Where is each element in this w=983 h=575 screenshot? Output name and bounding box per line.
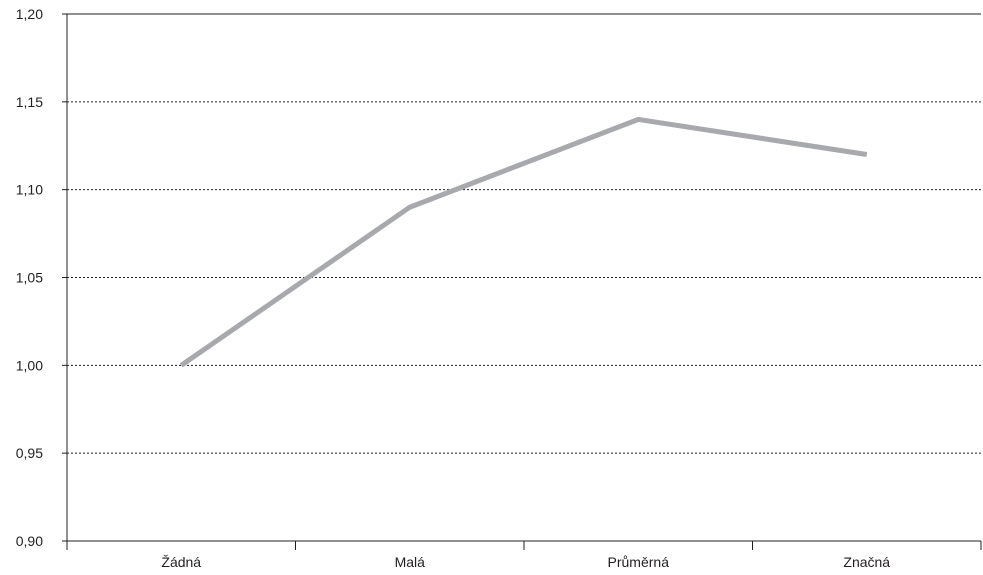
series-group — [179, 116, 868, 368]
y-tick-label: 0,95 — [16, 445, 43, 461]
y-tick-label: 1,15 — [16, 94, 43, 110]
y-tick-label: 1,00 — [16, 357, 43, 373]
x-tick-label: Žádná — [161, 554, 201, 570]
x-tick-label: Průměrná — [608, 554, 670, 570]
x-ticks: Žádná Malá Průměrná Značná — [66, 541, 982, 570]
y-tick-label: 1,10 — [16, 182, 43, 198]
y-tick-label: 1,20 — [16, 6, 43, 22]
x-tick-label: Značná — [843, 554, 890, 570]
y-tick-label: 0,90 — [16, 533, 43, 549]
gridlines — [67, 13, 981, 454]
series-line — [179, 116, 868, 368]
x-tick-label: Malá — [395, 554, 426, 570]
y-ticks: 0,90 0,95 1,00 1,05 1,10 1,15 1,20 — [16, 6, 67, 549]
y-tick-label: 1,05 — [16, 270, 43, 286]
